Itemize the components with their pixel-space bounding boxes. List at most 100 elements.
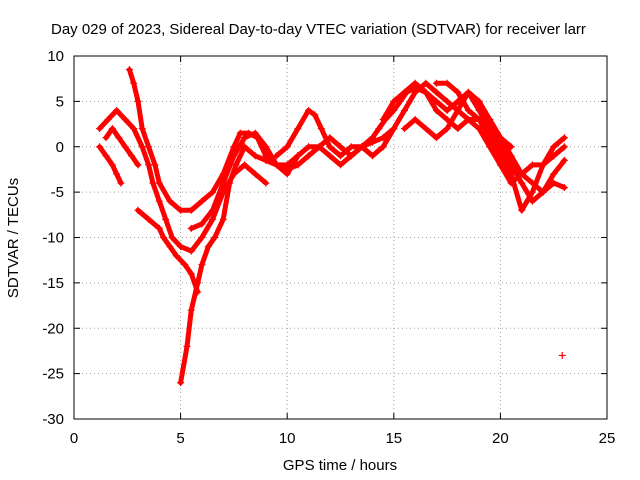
data-point (337, 143, 344, 151)
data-point (539, 161, 547, 169)
data-point (464, 88, 472, 96)
data-point (219, 215, 227, 223)
data-point (273, 161, 281, 169)
data-point (241, 134, 249, 142)
x-tick-label: 0 (70, 430, 78, 447)
data-point (507, 161, 515, 169)
data-point (422, 125, 430, 133)
data-point (560, 134, 568, 142)
ticks-layer: 0 5 10 15 20 25 -30 -25 -20 -15 -10 -5 0 5 10 (42, 48, 615, 447)
data-point (160, 234, 168, 241)
series-track-1 (96, 143, 125, 187)
data-point (486, 134, 494, 142)
data-point (486, 143, 494, 151)
data-point (194, 279, 202, 287)
series-line (103, 126, 141, 168)
data-point (358, 143, 366, 151)
data-point (475, 97, 483, 105)
x-tick-label: 10 (279, 430, 296, 447)
data-point (443, 97, 451, 105)
grid-layer (74, 56, 607, 419)
data-point (326, 143, 334, 151)
data-point (128, 152, 136, 160)
data-point (209, 206, 217, 214)
data-point (273, 152, 281, 160)
data-point (454, 88, 462, 96)
data-point (560, 143, 568, 151)
data-point (172, 252, 180, 260)
data-point (422, 88, 430, 96)
data-point (432, 79, 440, 87)
data-point (400, 106, 408, 114)
data-point (464, 106, 472, 114)
data-point (125, 66, 133, 74)
data-point (138, 143, 146, 151)
data-point (241, 161, 249, 169)
data-point (198, 261, 206, 269)
data-point (251, 170, 259, 178)
data-point (187, 224, 195, 232)
series-isolated (558, 351, 566, 359)
data-point (311, 111, 319, 119)
data-point (155, 197, 163, 205)
data-point (528, 188, 536, 196)
x-tick-label: 20 (492, 430, 509, 447)
y-tick-label: -10 (42, 230, 64, 247)
y-tick-label: 10 (47, 48, 64, 65)
data-point (400, 125, 408, 133)
data-point (305, 152, 313, 160)
data-point (368, 134, 376, 142)
data-point (379, 143, 387, 151)
data-point (443, 79, 451, 87)
data-point (475, 125, 483, 133)
data-point (443, 106, 451, 114)
data-point (486, 125, 494, 133)
data-point (230, 152, 238, 160)
data-point (108, 125, 116, 133)
data-point (113, 106, 121, 114)
data-point (187, 306, 195, 314)
data-point (230, 143, 238, 151)
data-point (145, 143, 153, 151)
data-point (496, 152, 504, 160)
data-point (96, 125, 104, 133)
data-point (454, 97, 462, 105)
data-point (168, 234, 176, 241)
data-point (475, 106, 483, 114)
data-point (507, 170, 515, 178)
data-point (550, 179, 558, 187)
data-point (454, 125, 462, 133)
data-point (550, 170, 558, 178)
y-tick-label: -25 (42, 366, 64, 383)
x-tick-label: 25 (599, 430, 616, 447)
data-point (151, 161, 159, 169)
data-point (400, 88, 408, 96)
data-point (518, 179, 526, 187)
data-point (379, 116, 387, 124)
series-track-3 (102, 125, 142, 169)
data-point (486, 116, 494, 124)
data-point (464, 116, 472, 124)
series-track-11 (400, 88, 568, 205)
data-point (347, 152, 355, 160)
data-point (528, 197, 536, 205)
data-point (177, 206, 185, 214)
data-point (432, 88, 440, 96)
data-point (155, 179, 163, 187)
data-point (294, 125, 302, 133)
data-point (262, 143, 270, 151)
data-point (113, 170, 121, 178)
data-point (337, 161, 344, 169)
data-point (375, 125, 383, 133)
data-point (262, 179, 270, 187)
plot-frame (73, 55, 608, 420)
data-point (226, 179, 234, 187)
data-point (115, 134, 123, 142)
y-tick-label: 0 (56, 139, 64, 156)
data-point (518, 206, 526, 214)
data-point (411, 116, 419, 124)
data-point (251, 129, 259, 137)
data-point (198, 197, 206, 205)
data-point (283, 165, 291, 173)
data-point (550, 143, 558, 151)
